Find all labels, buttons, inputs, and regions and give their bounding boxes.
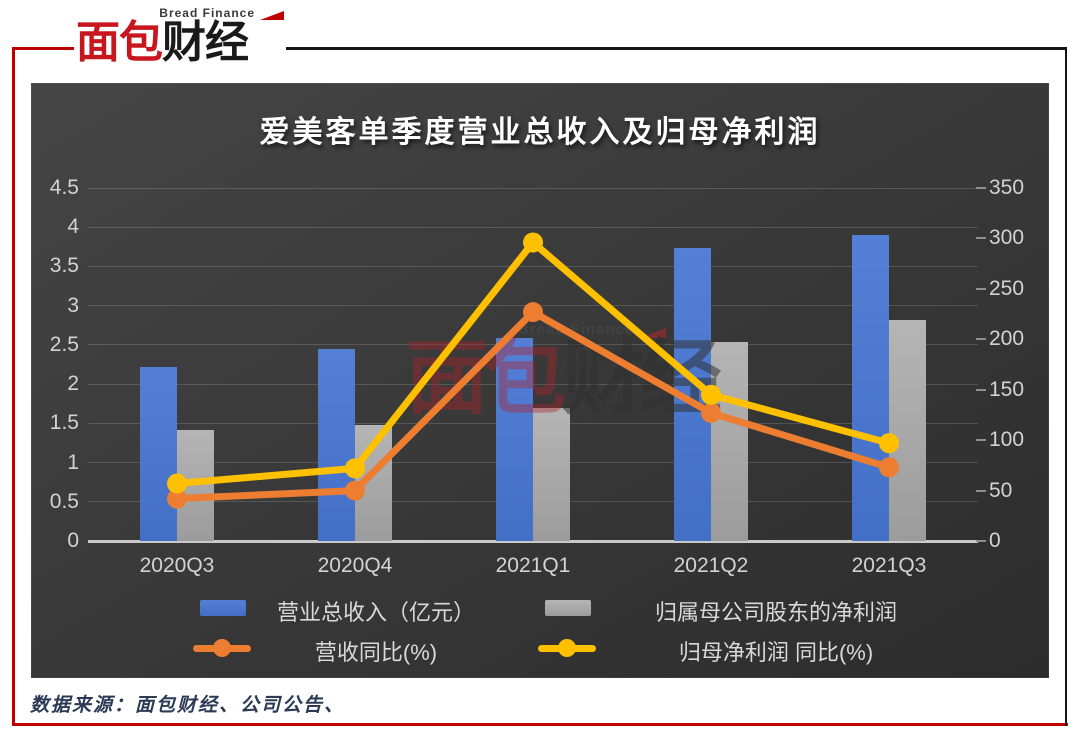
right-axis-tick-label: 350 [989,176,1025,199]
x-axis-label: 2021Q3 [851,554,927,577]
right-axis-tick-mark [976,338,986,341]
gridline [88,305,978,307]
logo-chinese-text: 面包财经 [76,18,286,67]
right-axis-tick-label: 250 [989,276,1025,300]
logo-cn-black: 财经 [162,18,249,67]
left-axis-tick-label: 1 [67,450,79,474]
x-axis-label: 2021Q2 [673,554,749,577]
bread-finance-logo: Bread Finance 面包财经 [76,6,286,66]
gridline [88,265,978,267]
net-profit-bar [889,319,926,541]
watermark-cn-red: 面包 [406,333,566,424]
logo-english-label: Bread Finance [159,6,255,20]
right-axis-tick-label: 50 [989,478,1013,502]
logo-wedge-icon [260,11,284,20]
right-axis-tick-label: 300 [989,226,1025,250]
left-axis-tick-label: 0 [67,529,79,552]
gridline [88,187,978,189]
right-axis-tick-mark [976,489,986,492]
right-axis-tick-mark [976,237,986,240]
net-profit-bar [177,429,214,541]
frame-bottom-line [12,723,1068,726]
watermark-cn-black: 财经 [562,333,722,424]
right-axis-tick-label: 0 [989,529,1001,552]
chart-title: 爱美客单季度营业总收入及归母净利润 [259,116,821,149]
frame-top-red-line [12,47,74,50]
left-axis-tick-label: 2.5 [49,332,79,356]
frame-top-black-line [286,47,1065,50]
gridline [88,226,978,228]
watermark: Bread Finance 面包财经 [406,321,722,420]
x-axis-label: 2020Q4 [317,554,393,577]
left-axis-tick-label: 3.5 [49,254,79,278]
data-source-note: 数据来源：面包财经、公司公告、 [30,695,346,716]
revenue-bar [140,366,177,541]
right-axis-tick-mark [976,388,986,391]
logo-english-text: Bread Finance [76,6,286,20]
revenue-bar [318,348,355,541]
right-axis-tick-mark [976,439,986,442]
x-axis-label: 2021Q1 [495,554,571,577]
x-axis-line [88,539,978,543]
right-axis-tick-label: 100 [989,428,1025,452]
left-axis-tick-label: 2 [67,372,79,396]
logo-cn-red: 面包 [76,18,163,67]
net-profit-bar [533,407,570,541]
left-axis-tick-label: 3 [67,293,79,317]
left-axis-tick-label: 1.5 [49,411,79,435]
right-axis-tick-mark [976,540,986,542]
right-axis-tick-label: 200 [989,327,1025,351]
left-axis-tick-label: 0.5 [49,489,79,513]
right-axis-tick-mark [976,187,986,189]
left-axis-tick-label: 4.5 [49,176,79,199]
revenue-bar [852,235,889,541]
net-profit-bar [355,424,392,541]
right-axis-tick-label: 150 [989,377,1025,401]
x-axis-label: 2020Q3 [139,554,215,577]
watermark-chinese: 面包财经 [406,338,722,420]
left-axis-tick-label: 4 [67,215,79,239]
frame-right-line [1065,47,1067,726]
chart-panel: 爱美客单季度营业总收入及归母净利润 0 0.5 1 1.5 2 2.5 3 3.5 4 4.5 0 5… [31,83,1049,678]
frame-left-line [12,47,15,726]
right-axis-tick-mark [976,287,986,290]
